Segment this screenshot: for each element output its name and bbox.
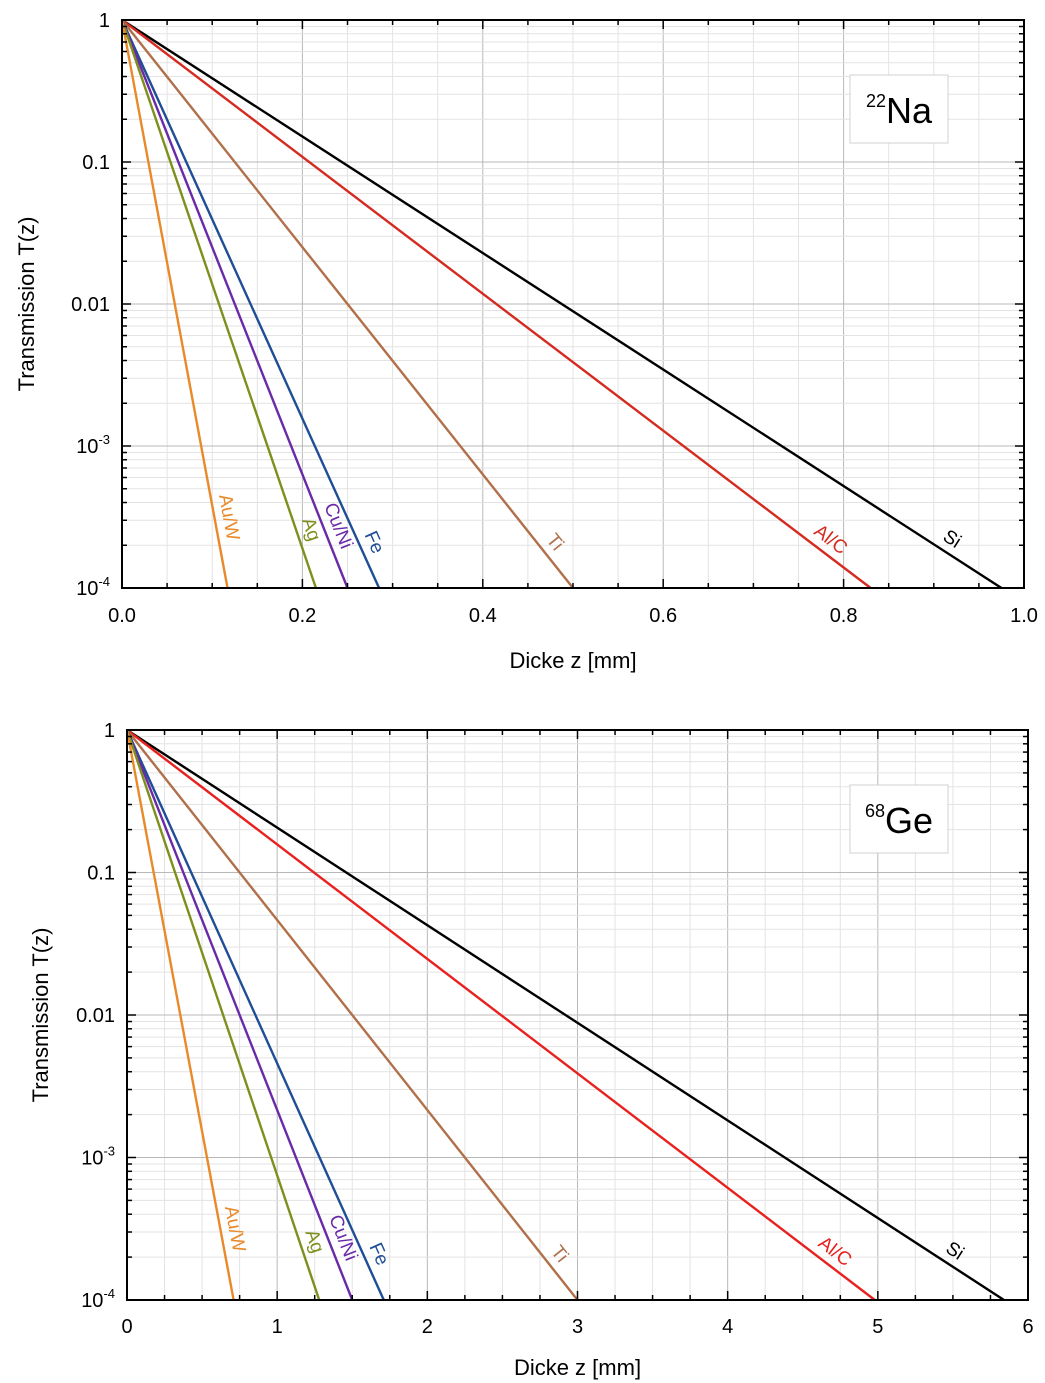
series-label-si: Si [942, 1238, 968, 1265]
y-tick-label: 10-3 [81, 1144, 115, 1170]
isotope-label: 68Ge [865, 800, 933, 841]
series-line-ti [121, 19, 574, 589]
x-axis-label: Dicke z [mm] [514, 1355, 641, 1380]
series-label-al-c: Al/C [814, 1233, 855, 1271]
y-tick-label: 10-4 [76, 574, 110, 600]
series-line-ti [126, 729, 579, 1301]
series-label-ag: Ag [301, 1227, 328, 1256]
x-tick-label: 0.4 [469, 605, 497, 627]
series-line-fe [120, 19, 381, 589]
series-line-ag [125, 729, 321, 1301]
y-tick-label: 0.1 [82, 152, 110, 174]
gridlines [121, 20, 1025, 589]
y-tick-label: 10-4 [81, 1286, 115, 1312]
isotope-label-box [849, 74, 949, 144]
x-tick-label: 0.8 [830, 605, 858, 627]
x-tick-label: 0.6 [649, 605, 677, 627]
series-label-ti: Ti [542, 530, 568, 555]
series-line-cu-ni [125, 729, 354, 1301]
series-line-fe [125, 729, 385, 1301]
x-tick-label: 0 [121, 1316, 132, 1338]
series-line-ag [120, 19, 318, 589]
isotope-label-box [849, 784, 949, 854]
series-line-au-w [120, 19, 229, 589]
series-line-si [121, 18, 1003, 590]
x-tick-label: 2 [422, 1316, 433, 1338]
chart-2: 0 1 2 3 4 5 6 1 0.1 0.01 10-3 10-4 Dicke z [mm] Trans… [28, 720, 1034, 1380]
y-axis-label: Transmission T(z) [14, 217, 39, 392]
x-tick-label: 1 [272, 1316, 283, 1338]
x-tick-label: 3 [572, 1316, 583, 1338]
y-tick-label: 0.01 [76, 1005, 115, 1027]
axis-ticks [126, 729, 1029, 1301]
x-tick-label: 4 [722, 1316, 733, 1338]
y-tick-label: 1 [99, 10, 110, 32]
chart-1: 0.0 0.2 0.4 0.6 0.8 1.0 1 0.1 0.01 10-3 10-4 Dicke … [14, 10, 1038, 673]
x-tick-label: 0.0 [108, 605, 136, 627]
axis-ticks [121, 19, 1025, 589]
x-axis-label: Dicke z [mm] [509, 648, 636, 673]
series-line-au-w [125, 729, 235, 1301]
isotope-label: 22Na [866, 90, 933, 131]
series-line-al-c [126, 729, 876, 1301]
series-line-cu-ni [120, 19, 349, 589]
series-line-al-c [121, 19, 872, 589]
x-tick-label: 6 [1022, 1316, 1033, 1338]
x-tick-label: 0.2 [288, 605, 316, 627]
y-tick-label: 0.01 [71, 294, 110, 316]
series-label-ti: Ti [546, 1242, 572, 1267]
y-axis-label: Transmission T(z) [28, 928, 53, 1103]
x-tick-label: 5 [872, 1316, 883, 1338]
gridlines [126, 730, 1029, 1301]
y-tick-label: 10-3 [76, 432, 110, 458]
x-tick-label: 1.0 [1010, 605, 1038, 627]
series-label-si: Si [939, 526, 965, 553]
y-tick-label: 1 [104, 720, 115, 742]
series-label-al-c: Al/C [810, 521, 851, 559]
series-line-si [126, 728, 1005, 1302]
y-tick-label: 0.1 [87, 863, 115, 885]
